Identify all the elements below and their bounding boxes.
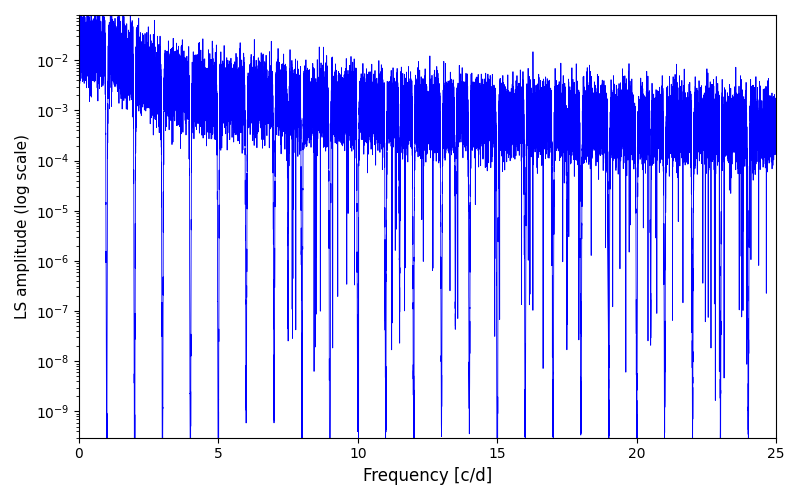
X-axis label: Frequency [c/d]: Frequency [c/d] — [363, 467, 492, 485]
Y-axis label: LS amplitude (log scale): LS amplitude (log scale) — [15, 134, 30, 319]
